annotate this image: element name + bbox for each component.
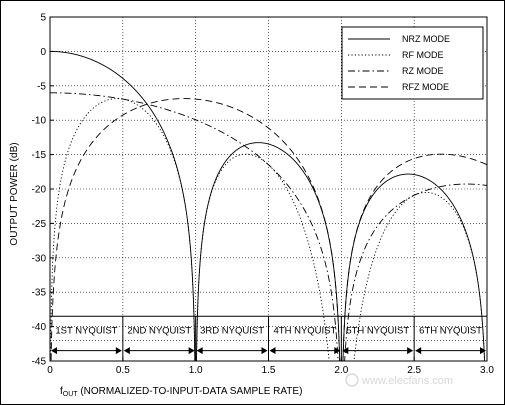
legend-label: RZ MODE: [402, 66, 444, 76]
x-tick-label: 1.5: [262, 365, 276, 376]
y-tick-label: 5: [40, 13, 46, 24]
nyquist-zone-label: 1ST NYQUIST: [55, 326, 117, 337]
nyquist-arrowhead-right: [407, 347, 414, 355]
y-tick-label: -20: [32, 185, 47, 196]
nyquist-arrowhead-left: [415, 347, 422, 355]
nyquist-arrowhead-right: [188, 347, 195, 355]
x-tick-label: 3.0: [480, 365, 494, 376]
y-tick-label: -15: [32, 150, 47, 161]
y-tick-label: -30: [32, 253, 47, 264]
nyquist-zone-label: 3RD NYQUIST: [200, 326, 264, 337]
y-tick-label: -25: [32, 219, 47, 230]
watermark-text: www.elecfans.com: [361, 375, 453, 387]
nyquist-zone-label: 4TH NYQUIST: [274, 326, 337, 337]
nyquist-arrowhead-left: [123, 347, 130, 355]
series-line-rfz-mode: [50, 98, 487, 361]
nyquist-arrowhead-right: [261, 347, 268, 355]
x-axis-label-prefix: f: [60, 386, 63, 397]
legend-label: RF MODE: [402, 50, 444, 60]
nyquist-arrowhead-left: [51, 347, 57, 355]
watermark-logo-icon: [345, 373, 359, 387]
x-axis-label: fOUT (NORMALIZED-TO-INPUT-DATA SAMPLE RA…: [60, 386, 302, 398]
grid: [50, 17, 487, 361]
nyquist-arrowhead-left: [196, 347, 203, 355]
series-line-rz-mode: [50, 92, 487, 361]
x-tick-label: 0.5: [116, 365, 130, 376]
y-axis-label: OUTPUT POWER (dB): [9, 142, 20, 245]
legend: NRZ MODE RF MODE RZ MODE RFZ MODE: [341, 26, 484, 100]
legend-label: NRZ MODE: [402, 34, 450, 44]
legend-label: RFZ MODE: [402, 82, 449, 92]
y-tick-label: -40: [32, 322, 47, 333]
x-tick-label: 2.0: [334, 365, 348, 376]
axis-ticks: 0 0.5 1.0 1.5 2.0 2.5 3.0 5 0 -5 -10 -15 -20 -25 -30 -3…: [32, 13, 495, 377]
nyquist-zone-label: 2ND NYQUIST: [127, 326, 191, 337]
watermark: www.elecfans.com: [345, 373, 453, 387]
y-tick-label: -10: [32, 116, 47, 127]
nyquist-zones: 1ST NYQUIST 2ND NYQUIST 3RD NYQUIST 4TH NYQ…: [50, 315, 488, 361]
x-axis-label-rest: (NORMALIZED-TO-INPUT-DATA SAMPLE RATE): [78, 386, 303, 397]
y-tick-label: -35: [32, 288, 47, 299]
series-lines: [50, 50, 487, 361]
x-tick-label: 2.5: [407, 365, 421, 376]
x-axis-label-subscript: OUT: [63, 391, 79, 398]
x-tick-label: 0: [47, 365, 53, 376]
nyquist-arrowhead-right: [334, 347, 341, 355]
nyquist-zone-label: 5TH NYQUIST: [346, 326, 409, 337]
nyquist-arrowhead-right: [480, 347, 486, 355]
nyquist-arrowhead-left: [269, 347, 276, 355]
nyquist-arrowhead-right: [115, 347, 122, 355]
y-tick-label: -45: [32, 357, 47, 368]
y-tick-label: -5: [37, 81, 46, 92]
series-line-nrz-mode: [50, 50, 486, 361]
x-tick-label: 1.0: [189, 365, 203, 376]
nyquist-zone-label: 6TH NYQUIST: [419, 326, 482, 337]
y-tick-label: 0: [40, 47, 46, 58]
nyquist-arrowhead-left: [342, 347, 349, 355]
